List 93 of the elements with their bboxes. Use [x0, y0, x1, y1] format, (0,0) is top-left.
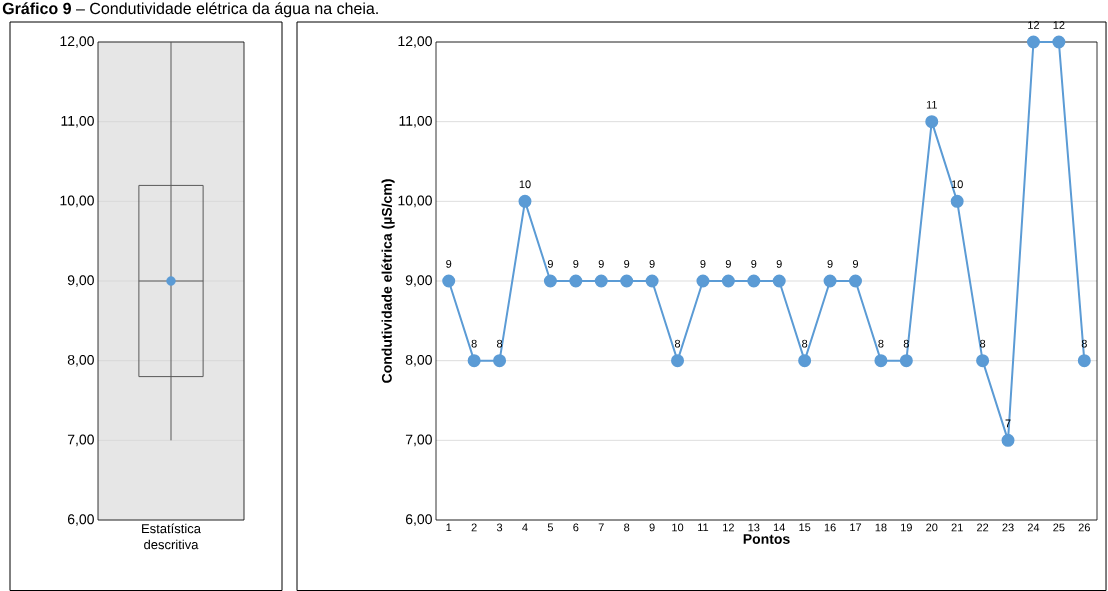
- point: [848, 274, 862, 288]
- data-label: 9: [598, 260, 604, 268]
- point: [569, 274, 583, 288]
- data-label: 12: [1028, 21, 1040, 29]
- y-tick-label: 7,00: [67, 434, 94, 447]
- x-tick-label: 13: [748, 523, 760, 532]
- data-label: 9: [649, 260, 655, 268]
- x-tick-label: 12: [723, 523, 734, 532]
- data-label: 8: [878, 339, 884, 348]
- point: [1001, 433, 1015, 447]
- y-tick-label: 10,00: [398, 195, 432, 208]
- point: [1052, 35, 1066, 49]
- x-tick-label: 20: [926, 523, 938, 532]
- point: [721, 274, 735, 288]
- data-label: 8: [674, 339, 681, 348]
- y-tick-label: 7,00: [405, 434, 432, 447]
- x-tick-label: 1: [446, 523, 452, 532]
- data-label: 9: [827, 260, 833, 268]
- data-label: 9: [852, 260, 859, 268]
- point: [493, 354, 507, 368]
- point: [950, 194, 964, 208]
- x-tick-label: 23: [1002, 523, 1014, 532]
- y-axis-title: Condutividade elétrica (µS/cm): [381, 179, 395, 383]
- data-label: 9: [776, 260, 782, 268]
- x-tick-label: 21: [951, 523, 963, 532]
- y-tick-label: 8,00: [405, 354, 432, 367]
- point: [442, 274, 456, 288]
- point: [518, 194, 532, 208]
- x-tick-label: 18: [875, 523, 887, 532]
- y-tick-label: 12,00: [60, 36, 94, 48]
- x-tick-label: 9: [649, 523, 655, 532]
- x-tick-label: 6: [573, 523, 579, 532]
- y-tick-label: 6,00: [405, 514, 432, 526]
- chart-title: Gráfico 9 – Condutividade elétrica da água na cheia.: [2, 2, 378, 18]
- point: [1026, 35, 1040, 49]
- x-axis-title: Pontos: [743, 534, 790, 544]
- data-label: 8: [471, 339, 477, 348]
- point: [899, 354, 913, 368]
- data-label: 10: [951, 180, 963, 189]
- point: [874, 354, 888, 368]
- point: [594, 274, 608, 288]
- x-tick-label: 14: [773, 523, 786, 532]
- point: [645, 274, 659, 288]
- x-tick-label: 4: [522, 523, 528, 532]
- y-tick-label: 11,00: [399, 115, 432, 128]
- y-tick-label: 6,00: [67, 514, 94, 526]
- point: [976, 354, 990, 368]
- point: [671, 354, 685, 368]
- x-tick-label: 11: [698, 523, 709, 532]
- data-label: 9: [725, 260, 731, 268]
- x-tick-label: 24: [1027, 523, 1040, 532]
- data-label: 9: [547, 260, 553, 268]
- y-tick-label: 9,00: [405, 275, 432, 287]
- x-tick-label: 3: [496, 523, 503, 532]
- point: [543, 274, 557, 288]
- x-tick-label: 2: [471, 523, 477, 532]
- x-tick-label: 10: [672, 523, 684, 532]
- data-label: 8: [496, 339, 503, 348]
- point: [1077, 354, 1091, 368]
- y-tick-label: 11,00: [61, 115, 94, 128]
- point: [747, 274, 761, 288]
- data-label: 9: [700, 260, 706, 268]
- x-tick-label: 5: [547, 523, 554, 532]
- point: [798, 354, 812, 368]
- x-tick-label: 15: [799, 523, 811, 532]
- data-label: 9: [446, 260, 452, 268]
- point: [823, 274, 837, 288]
- x-tick-label: 7: [598, 523, 604, 532]
- x-tick-label: 17: [850, 523, 862, 532]
- data-label: 9: [751, 260, 757, 268]
- data-label: 8: [980, 339, 986, 348]
- y-tick-label: 9,00: [67, 275, 94, 287]
- data-label: 8: [802, 339, 808, 348]
- data-label: 12: [1053, 21, 1065, 29]
- data-label: 9: [624, 260, 630, 268]
- point: [620, 274, 634, 288]
- data-label: 10: [519, 180, 531, 189]
- point: [772, 274, 786, 288]
- data-label: 11: [926, 100, 937, 109]
- x-tick-label: 16: [824, 523, 836, 532]
- y-tick-label: 12,00: [398, 36, 432, 48]
- x-tick-label: 25: [1053, 523, 1065, 532]
- x-tick-label: 19: [901, 523, 912, 532]
- point: [467, 354, 481, 368]
- data-label: 9: [573, 260, 579, 268]
- x-tick-label: Estatística descritiva: [142, 523, 201, 550]
- y-tick-label: 8,00: [67, 354, 94, 367]
- point: [696, 274, 710, 288]
- x-tick-label: 22: [977, 523, 989, 532]
- x-tick-label: 8: [624, 523, 630, 532]
- y-tick-label: 10,00: [60, 195, 94, 208]
- x-tick-label: 26: [1078, 523, 1090, 532]
- point: [925, 115, 939, 129]
